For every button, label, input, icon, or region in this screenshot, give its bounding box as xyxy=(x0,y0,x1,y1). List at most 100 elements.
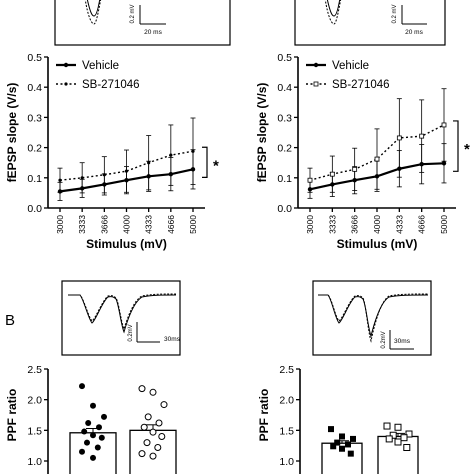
inset-trace-solid xyxy=(326,0,341,17)
data-point xyxy=(328,426,334,433)
data-point xyxy=(149,452,157,460)
legend-label: Vehicle xyxy=(332,60,369,72)
y-tick-label: 1.5 xyxy=(27,425,42,437)
data-point xyxy=(96,424,102,431)
data-point xyxy=(405,430,413,438)
data-point xyxy=(90,454,96,461)
ppf-bar-chart-left: 1.0 1.5 2.0 2.5 PPF ratio xyxy=(5,364,177,474)
scalebar-t-label: 30ms xyxy=(164,336,181,343)
y-tick-label: 0.0 xyxy=(27,203,42,215)
data-point xyxy=(84,439,90,446)
line-chart-left: 0.0 0.1 0.2 0.3 0.4 0.5 3000 3333 3666 4000 4333 46… xyxy=(5,52,219,251)
data-point xyxy=(90,402,96,409)
y-tick-label: 0.3 xyxy=(277,112,292,124)
x-tick-label: 3666 xyxy=(99,215,109,234)
y-axis-label: fEPSP slope (V/s) xyxy=(5,83,19,183)
y-tick-label: 2.5 xyxy=(279,364,294,376)
scalebar-v-label: 0.2mV xyxy=(128,324,134,341)
data-point xyxy=(143,439,151,447)
x-tick-label: 3333 xyxy=(77,215,87,234)
data-point xyxy=(339,433,345,440)
x-tick-label: 3666 xyxy=(350,215,360,234)
y-axis-label: PPF ratio xyxy=(257,389,271,442)
data-point xyxy=(124,169,129,173)
y-axis-label: PPF ratio xyxy=(5,389,19,442)
significance-star: * xyxy=(213,157,219,174)
scalebar-v-label: 0.2 mV xyxy=(392,4,398,23)
inset-trace-dashed xyxy=(324,0,342,25)
inset-frame xyxy=(54,0,231,46)
data-point xyxy=(389,431,397,439)
data-point xyxy=(334,439,341,446)
data-point xyxy=(81,428,88,435)
data-point xyxy=(155,419,163,427)
y-tick-label: 2.0 xyxy=(279,395,294,407)
x-tick-label: 3000 xyxy=(305,215,315,234)
data-point xyxy=(149,428,157,436)
data-point xyxy=(339,445,345,452)
inset-trace-dashed xyxy=(84,0,102,25)
data-point xyxy=(350,435,356,442)
data-point xyxy=(79,383,85,390)
data-point xyxy=(385,435,393,443)
data-point xyxy=(191,149,195,153)
data-point xyxy=(90,432,96,439)
inset-trace-dashed xyxy=(318,293,429,343)
x-tick-label: 4666 xyxy=(166,215,176,234)
data-point xyxy=(138,385,146,393)
scalebar-v-label: 0.2 mV xyxy=(130,4,136,23)
x-tick-label: 4000 xyxy=(372,215,382,234)
inset-trace-solid xyxy=(68,294,177,334)
y-tick-label: 0.4 xyxy=(277,82,292,94)
data-point xyxy=(307,177,313,183)
data-point xyxy=(329,171,335,177)
inset-trace-solid xyxy=(318,294,429,338)
data-point xyxy=(144,413,152,421)
panel-label-b: B xyxy=(5,312,15,329)
data-point xyxy=(158,432,166,440)
data-point xyxy=(94,444,101,451)
data-point xyxy=(419,133,425,139)
data-point xyxy=(345,441,351,448)
data-point xyxy=(147,161,151,165)
data-point xyxy=(98,434,105,441)
x-tick-label: 4000 xyxy=(122,215,132,234)
significance-bracket xyxy=(453,120,459,172)
inset-trace-solid xyxy=(86,0,101,17)
inset-trace-dashed xyxy=(68,293,177,331)
data-point xyxy=(149,388,157,396)
data-point xyxy=(394,423,402,431)
data-point xyxy=(394,438,402,446)
bar xyxy=(69,432,117,474)
data-point xyxy=(80,176,84,180)
data-point xyxy=(85,419,92,426)
y-tick-label: 1.0 xyxy=(27,456,42,468)
data-point xyxy=(102,173,106,177)
y-tick-label: 2.5 xyxy=(27,364,42,376)
legend-label: SB-271046 xyxy=(332,79,390,91)
data-point xyxy=(347,450,354,457)
significance-bracket xyxy=(202,146,208,178)
legend-marker xyxy=(313,81,319,87)
data-point xyxy=(396,135,402,141)
data-point xyxy=(374,156,380,162)
x-axis-label: Stimulus (mV) xyxy=(337,237,418,251)
legend-marker xyxy=(313,62,319,68)
y-tick-label: 0.1 xyxy=(27,173,42,185)
x-tick-label: 4333 xyxy=(144,215,154,234)
y-tick-label: 0.0 xyxy=(277,203,292,215)
data-point xyxy=(352,166,358,172)
data-point xyxy=(160,401,168,409)
y-tick-label: 0.1 xyxy=(277,173,292,185)
y-tick-label: 0.4 xyxy=(27,82,42,94)
data-point xyxy=(400,434,408,442)
inset-b-left: 0.2mV 30ms xyxy=(61,280,181,356)
data-point xyxy=(330,443,337,450)
data-point xyxy=(169,153,173,157)
x-tick-label: 4666 xyxy=(417,215,427,234)
inset-frame xyxy=(294,0,446,46)
data-point xyxy=(403,444,411,452)
ppf-bar-chart-right: 1.0 1.5 2.0 2.5 PPF ratio xyxy=(257,364,419,474)
y-axis-label: fEPSP slope (V/s) xyxy=(255,83,269,183)
